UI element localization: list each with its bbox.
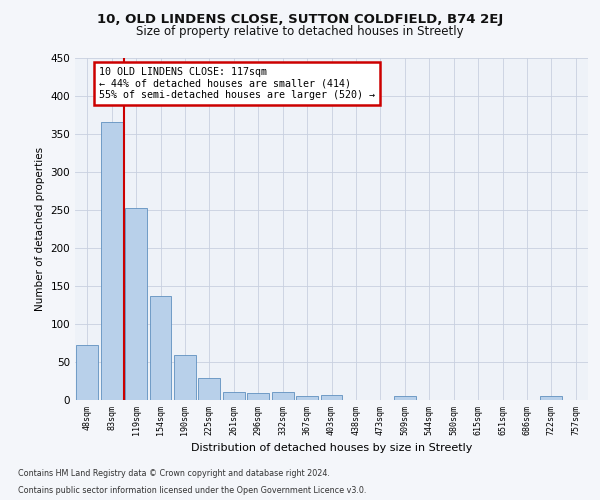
Bar (223, 392, 245, 400)
Y-axis label: Number of detached properties: Number of detached properties (35, 146, 45, 311)
Text: Size of property relative to detached houses in Streetly: Size of property relative to detached ho… (136, 25, 464, 38)
Text: 10, OLD LINDENS CLOSE, SUTTON COLDFIELD, B74 2EJ: 10, OLD LINDENS CLOSE, SUTTON COLDFIELD,… (97, 12, 503, 26)
Bar (174, 355, 196, 400)
Bar (101, 122, 122, 400)
X-axis label: Distribution of detached houses by size in Streetly: Distribution of detached houses by size … (191, 443, 472, 453)
Bar (199, 378, 220, 400)
Text: Contains HM Land Registry data © Crown copyright and database right 2024.: Contains HM Land Registry data © Crown c… (18, 468, 330, 477)
Bar (272, 392, 293, 400)
Bar (296, 396, 318, 400)
Bar (541, 396, 562, 400)
Bar (320, 396, 343, 400)
Bar (149, 296, 172, 400)
Bar (247, 393, 269, 400)
Text: Contains public sector information licensed under the Open Government Licence v3: Contains public sector information licen… (18, 486, 367, 495)
Bar (76, 345, 98, 400)
Bar (125, 208, 147, 400)
Text: 10 OLD LINDENS CLOSE: 117sqm
← 44% of detached houses are smaller (414)
55% of s: 10 OLD LINDENS CLOSE: 117sqm ← 44% of de… (100, 66, 376, 100)
Bar (394, 396, 416, 400)
